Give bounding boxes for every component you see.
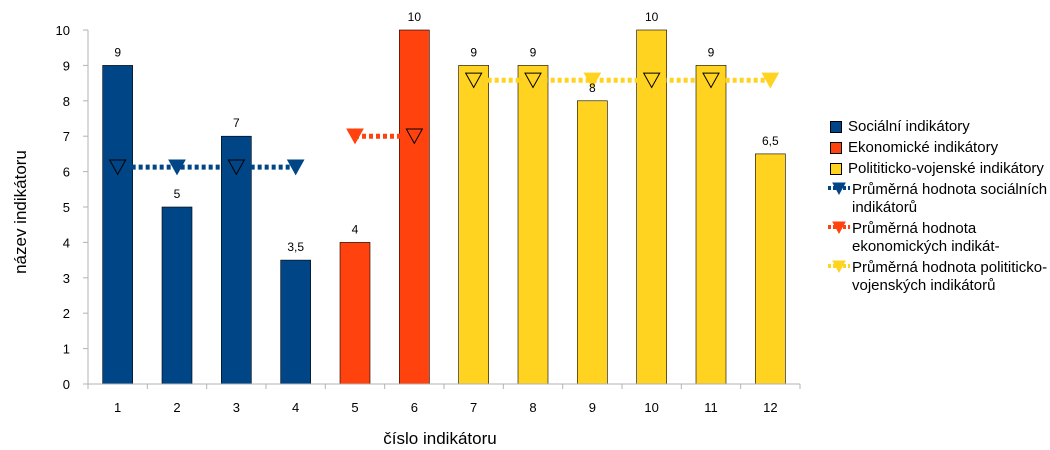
legend-label: Polititicko-vojenské indikátory <box>848 160 1044 177</box>
x-tick-label-6: 6 <box>411 400 418 415</box>
average-marker-9 <box>583 72 602 89</box>
legend-item-6: Průměrná hodnota polititicko-vojenských … <box>828 259 1050 295</box>
bar-10 <box>636 29 667 385</box>
y-tick-label-7: 7 <box>63 129 70 144</box>
legend-item-1: Sociální indikátory <box>828 118 1050 136</box>
y-tick-label-8: 8 <box>63 94 70 109</box>
y-tick-label-9: 9 <box>63 58 70 73</box>
bar-value-label-6: 10 <box>408 10 422 24</box>
x-tick-label-3: 3 <box>233 400 240 415</box>
y-tick-label-10: 10 <box>56 23 70 38</box>
bar-9 <box>577 100 608 385</box>
legend-label: Průměrná hodnota sociálních indikátorů <box>852 181 1048 216</box>
bar-value-label-4: 3,5 <box>287 240 304 254</box>
bar-12 <box>755 153 786 385</box>
bar-3 <box>221 135 252 385</box>
average-marker-12 <box>761 72 780 89</box>
x-tick-label-8: 8 <box>529 400 536 415</box>
bar-7 <box>458 65 489 385</box>
bar-4 <box>280 259 311 385</box>
bars-layer <box>102 29 786 385</box>
bar-value-label-2: 5 <box>174 187 181 201</box>
legend-line-marker <box>828 221 850 235</box>
bar-11 <box>695 65 727 385</box>
y-tick-label-2: 2 <box>63 306 70 321</box>
bar-value-label-11: 9 <box>708 45 715 59</box>
x-tick-label-11: 11 <box>704 400 718 415</box>
average-marker-8 <box>524 72 542 89</box>
y-tick-label-6: 6 <box>63 165 70 180</box>
x-tick-label-5: 5 <box>351 400 358 415</box>
legend-label: Průměrná hodnota ekonomických indikát- <box>852 220 1000 255</box>
legend-line-marker <box>828 182 850 196</box>
legend-item-2: Ekonomické indikátory <box>828 139 1050 157</box>
legend-line-marker <box>828 260 850 274</box>
x-tick-label-1: 1 <box>114 400 121 415</box>
average-marker-1 <box>108 159 127 176</box>
legend-item-4: Průměrná hodnota sociálních indikátorů <box>828 181 1050 217</box>
legend-swatch <box>830 163 842 175</box>
y-tick-label-1: 1 <box>63 342 70 357</box>
x-tick-label-9: 9 <box>589 400 596 415</box>
y-tick-label-3: 3 <box>63 271 70 286</box>
bar-value-label-1: 9 <box>114 45 121 59</box>
y-axis-title: název indikátoru <box>11 150 30 274</box>
x-tick-label-10: 10 <box>644 400 658 415</box>
legend-swatch <box>830 121 842 133</box>
y-tick-label-0: 0 <box>63 377 70 392</box>
bar-5 <box>339 242 371 385</box>
average-marker-6 <box>405 128 424 145</box>
bar-value-label-5: 4 <box>352 222 359 236</box>
legend-item-5: Průměrná hodnota ekonomických indikát- <box>828 220 1050 256</box>
bar-value-label-7: 9 <box>470 45 477 59</box>
data-labels-layer: 9 5 7 3,5 4 10 9 9 8 10 9 6,5 <box>114 10 779 254</box>
legend-item-3: Polititicko-vojenské indikátory <box>828 160 1050 178</box>
legend-label: Ekonomické indikátory <box>848 139 999 156</box>
legend-label: Průměrná hodnota polititicko-vojenských … <box>852 259 1048 294</box>
bar-value-label-9: 8 <box>589 81 596 95</box>
average-marker-11 <box>702 72 720 89</box>
average-marker-2 <box>168 159 186 176</box>
x-tick-label-4: 4 <box>292 400 299 415</box>
average-marker-5 <box>346 128 364 145</box>
x-tick-label-2: 2 <box>173 400 180 415</box>
bar-value-label-10: 10 <box>645 10 659 24</box>
average-marker-4 <box>286 159 305 176</box>
average-lines-layer <box>108 72 780 176</box>
bar-2 <box>161 206 193 385</box>
average-marker-10 <box>642 72 661 89</box>
bar-value-label-3: 7 <box>233 116 240 130</box>
bar-6 <box>399 29 430 385</box>
chart-legend: Sociální indikátory Ekonomické indikátory… <box>828 118 1050 298</box>
x-tick-label-12: 12 <box>763 400 777 415</box>
bar-value-label-12: 6,5 <box>762 134 779 148</box>
x-tick-label-7: 7 <box>470 400 477 415</box>
bar-8 <box>517 65 549 385</box>
y-tick-label-5: 5 <box>63 200 70 215</box>
average-marker-3 <box>227 159 246 176</box>
average-marker-7 <box>464 72 483 89</box>
bar-value-label-8: 9 <box>530 45 537 59</box>
x-axis-title: číslo indikátoru <box>383 429 496 448</box>
legend-swatch <box>830 142 842 154</box>
bar-1 <box>102 65 133 385</box>
legend-label: Sociální indikátory <box>848 118 970 135</box>
y-tick-label-4: 4 <box>63 235 70 250</box>
